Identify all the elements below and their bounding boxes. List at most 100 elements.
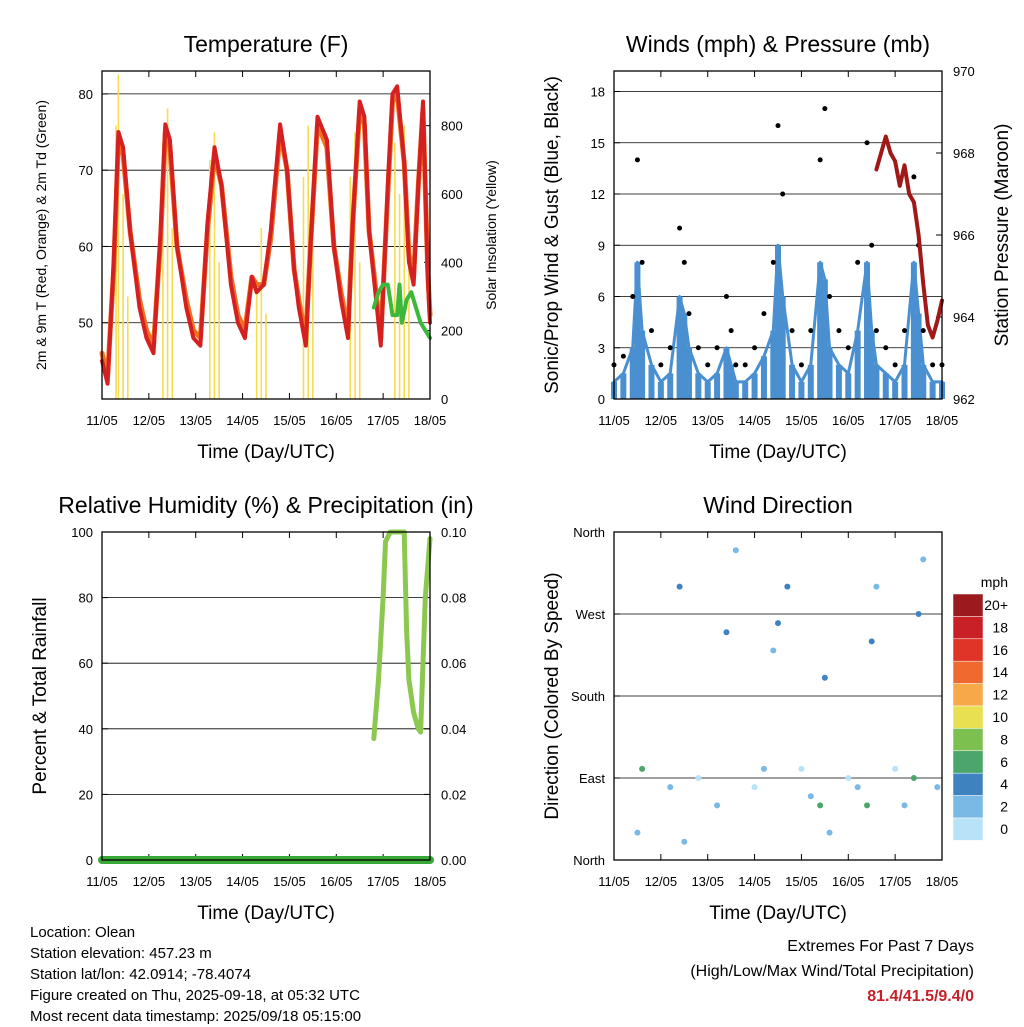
recent-data-label: Most recent data timestamp: 2025/09/18 0… bbox=[30, 1008, 362, 1025]
gust-point bbox=[648, 328, 654, 334]
gust-point bbox=[780, 191, 786, 197]
extremes-values: 81.4/41.5/9.4/0 bbox=[867, 988, 974, 1005]
direction-point bbox=[667, 784, 674, 791]
chart-2-ytick-label: 100 bbox=[71, 525, 93, 540]
chart-3-ytick-label: South bbox=[571, 689, 605, 704]
chart-1-y2tick-label: 966 bbox=[953, 228, 975, 243]
chart-1-xtick-label: 17/05 bbox=[879, 413, 912, 428]
colorbar-swatch bbox=[952, 795, 984, 819]
chart-1-ytick-label: 6 bbox=[598, 290, 605, 305]
chart-2-frame bbox=[101, 531, 431, 861]
chart-3-xtick-label: 18/05 bbox=[926, 874, 959, 889]
chart-3-ylabel: Direction (Colored By Speed) bbox=[542, 572, 563, 819]
chart-3-ytick-label: East bbox=[579, 771, 605, 786]
chart-3-xtick-label: 13/05 bbox=[691, 874, 724, 889]
chart-0-ytick-label: 60 bbox=[79, 239, 93, 254]
gust-point bbox=[883, 345, 889, 351]
chart-3-xtick-label: 17/05 bbox=[879, 874, 912, 889]
chart-1-y2tick-label: 968 bbox=[953, 146, 975, 161]
chart-2-y2tick-label: 0.06 bbox=[441, 656, 466, 671]
direction-point bbox=[864, 802, 871, 809]
location-label: Location: Olean bbox=[30, 924, 136, 941]
chart-1-xtick-label: 14/05 bbox=[738, 413, 771, 428]
chart-2-y2tick-label: 0.08 bbox=[441, 591, 466, 606]
chart-0-xtick-label: 17/05 bbox=[367, 413, 400, 428]
colorbar-swatch bbox=[952, 638, 984, 662]
chart-2-ytick-label: 40 bbox=[79, 722, 93, 737]
colorbar-label: 4 bbox=[1000, 776, 1008, 792]
chart-0-y2label: Solar Insolation (Yellow) bbox=[483, 160, 499, 310]
gust-point bbox=[817, 157, 823, 163]
colorbar-swatch bbox=[952, 817, 984, 841]
chart-0-y2tick-label: 400 bbox=[441, 255, 463, 270]
chart-0-frame bbox=[101, 70, 431, 400]
chart-2-xtick-label: 12/05 bbox=[133, 874, 166, 889]
colorbar-label: 2 bbox=[1000, 799, 1008, 815]
chart-2-y2tick-label: 0.00 bbox=[441, 853, 466, 868]
extremes-summary: Extremes For Past 7 Days (High/Low/Max W… bbox=[690, 934, 974, 1009]
colorbar-title: mph bbox=[981, 574, 1008, 590]
chart-1-y2tick-label: 970 bbox=[953, 64, 975, 79]
chart-2-xtick-label: 16/05 bbox=[320, 874, 353, 889]
gust-point bbox=[723, 294, 729, 299]
chart-1-ytick-label: 9 bbox=[598, 238, 605, 253]
chart-0-xtick-label: 18/05 bbox=[414, 413, 447, 428]
chart-0-title: Temperature (F) bbox=[184, 31, 349, 57]
direction-point bbox=[868, 638, 875, 645]
direction-point bbox=[676, 583, 683, 590]
gust-point bbox=[770, 259, 776, 265]
gust-point bbox=[728, 328, 734, 334]
chart-2-ytick-label: 80 bbox=[79, 591, 93, 606]
direction-point bbox=[732, 547, 739, 554]
gust-point bbox=[695, 345, 701, 351]
gust-point bbox=[822, 106, 828, 112]
chart-2-ytick-label: 20 bbox=[79, 787, 93, 802]
gust-point bbox=[836, 328, 842, 334]
series-wind-line bbox=[612, 243, 944, 384]
direction-point bbox=[639, 765, 646, 772]
chart-3-ytick-label: North bbox=[573, 525, 605, 540]
gust-point bbox=[742, 362, 748, 368]
gust-point bbox=[714, 345, 720, 351]
colorbar-label: 20+ bbox=[984, 597, 1008, 613]
direction-point bbox=[901, 802, 908, 809]
gust-point bbox=[864, 140, 870, 146]
colorbar-label: 12 bbox=[992, 687, 1008, 703]
direction-point bbox=[934, 784, 941, 791]
chart-0-ytick-label: 70 bbox=[79, 163, 93, 178]
chart-1-xlabel: Time (Day/UTC) bbox=[709, 442, 847, 463]
gust-point bbox=[911, 174, 917, 180]
colorbar-swatch bbox=[952, 728, 984, 752]
chart-1-xtick-label: 12/05 bbox=[645, 413, 678, 428]
chart-1-ylabel: Sonic/Prop Wind & Gust (Blue, Black) bbox=[542, 76, 563, 394]
direction-point bbox=[845, 775, 852, 781]
chart-1-frame bbox=[613, 70, 943, 400]
colorbar-label: 8 bbox=[1000, 731, 1008, 747]
chart-2-ylabel: Percent & Total Rainfall bbox=[30, 597, 51, 794]
chart-0-xtick-label: 16/05 bbox=[320, 413, 353, 428]
gust-point bbox=[808, 328, 814, 334]
direction-point bbox=[915, 611, 922, 617]
gust-point bbox=[705, 362, 711, 368]
chart-3-xtick-label: 11/05 bbox=[598, 874, 630, 889]
chart-1-xtick-label: 11/05 bbox=[598, 413, 630, 428]
direction-point bbox=[920, 556, 927, 563]
chart-1-ytick-label: 15 bbox=[591, 136, 605, 151]
direction-point bbox=[751, 784, 758, 791]
chart-0-y2tick-label: 600 bbox=[441, 187, 463, 202]
chart-2-xtick-label: 17/05 bbox=[367, 874, 400, 889]
colorbar-label: 16 bbox=[992, 642, 1008, 658]
chart-0-ytick-label: 80 bbox=[79, 87, 93, 102]
colorbar-swatch bbox=[952, 593, 984, 617]
chart-0-y2tick-label: 0 bbox=[441, 392, 448, 407]
chart-0-xtick-label: 15/05 bbox=[273, 413, 306, 428]
chart-1-y2label: Station Pressure (Maroon) bbox=[992, 124, 1013, 347]
direction-point bbox=[807, 793, 814, 800]
colorbar-label: 10 bbox=[992, 709, 1008, 725]
chart-3-ytick-label: North bbox=[573, 853, 605, 868]
series-dewpoint-line bbox=[371, 282, 432, 340]
gust-point bbox=[620, 353, 626, 359]
chart-1-y2tick-label: 964 bbox=[953, 310, 975, 325]
colorbar-swatch bbox=[952, 772, 984, 796]
extremes-subtitle: (High/Low/Max Wind/Total Precipitation) bbox=[690, 963, 974, 980]
